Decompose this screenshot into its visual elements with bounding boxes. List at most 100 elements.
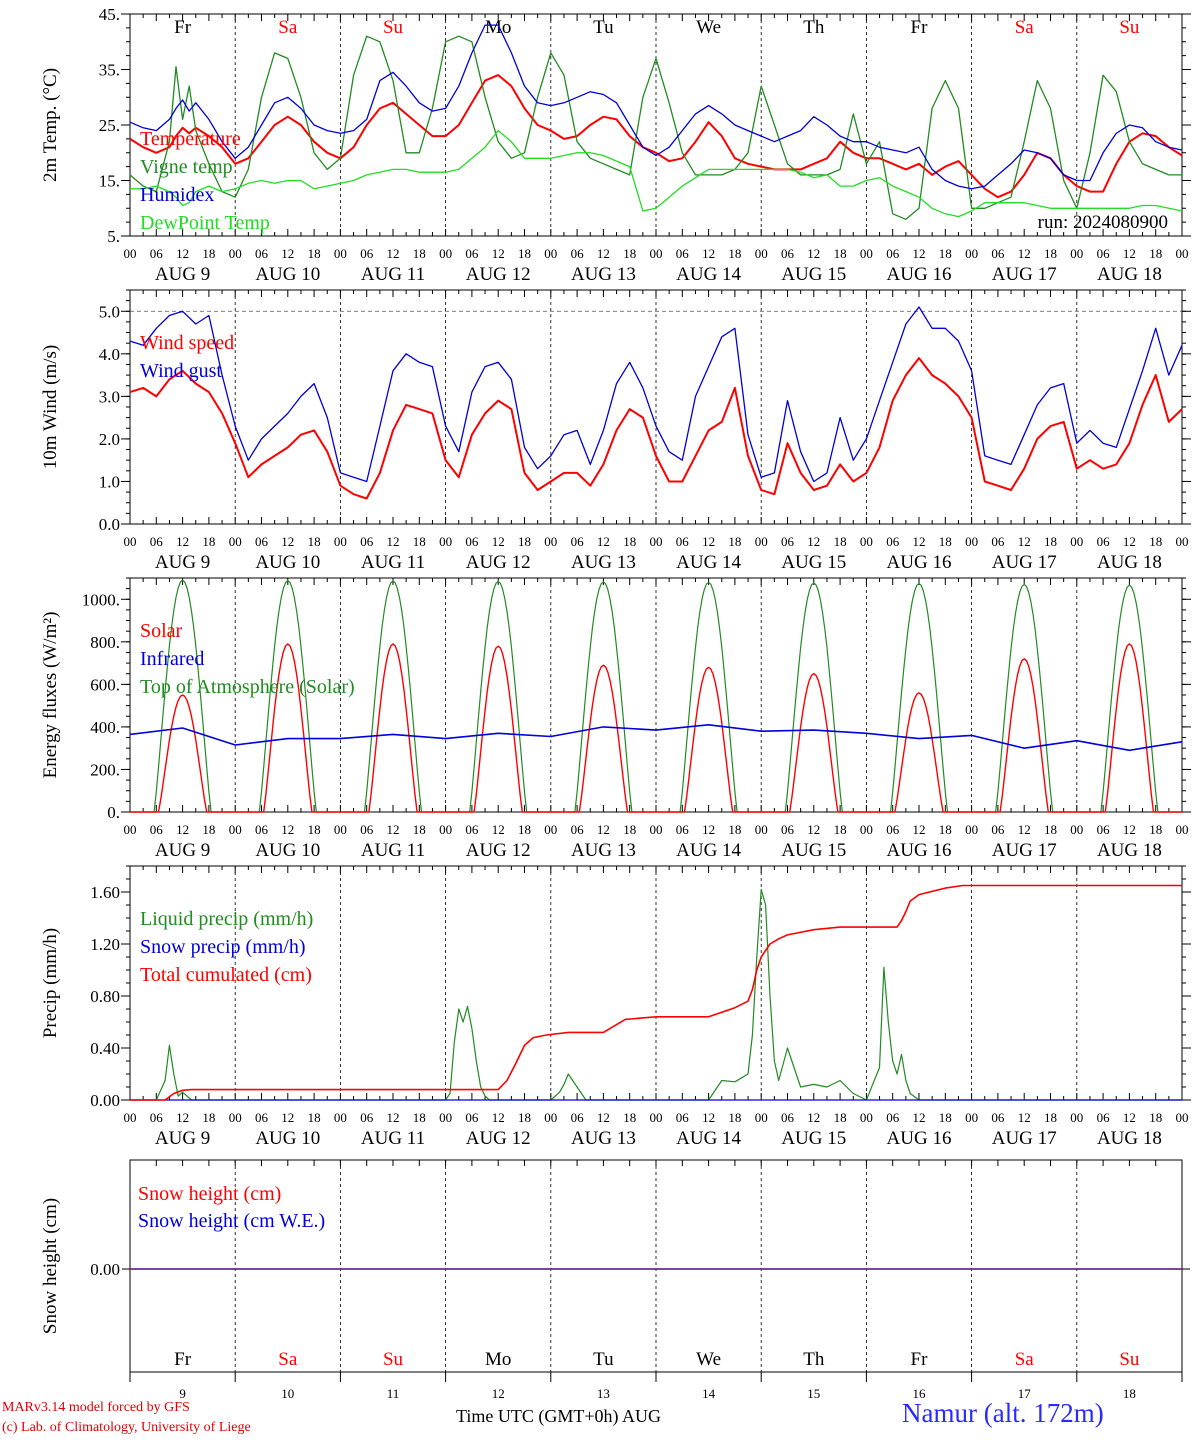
x-tick-label: 06 xyxy=(255,246,269,261)
date-label: AUG 14 xyxy=(676,1128,741,1149)
date-label: AUG 12 xyxy=(466,264,531,285)
date-label: AUG 18 xyxy=(1097,840,1162,861)
day-number: 10 xyxy=(281,1386,294,1401)
day-number: 14 xyxy=(702,1386,716,1401)
x-tick-label: 12 xyxy=(807,534,820,549)
wind-speedline xyxy=(129,357,1183,500)
legend-entry: Snow height (cm W.E.) xyxy=(138,1210,325,1232)
legend-entry: Wind gust xyxy=(140,360,222,382)
x-tick-label: 18 xyxy=(413,1110,426,1125)
weekday-label: Sa xyxy=(278,1349,298,1370)
date-label: AUG 18 xyxy=(1097,264,1162,285)
date-label: AUG 16 xyxy=(887,1128,952,1149)
y-tick-label: 1.20 xyxy=(90,935,120,954)
x-tick-label: 12 xyxy=(913,534,926,549)
x-tick-label: 06 xyxy=(886,1110,900,1125)
x-tick-label: 06 xyxy=(360,246,374,261)
date-label: AUG 9 xyxy=(155,552,210,573)
date-label: AUG 17 xyxy=(992,840,1057,861)
x-tick-label: 18 xyxy=(623,534,636,549)
y-axis-label: Energy fluxes (W/m²) xyxy=(40,612,61,779)
total-cumulated-cm-line xyxy=(130,884,1182,1101)
y-tick-label: 0.00 xyxy=(90,1260,120,1279)
x-tick-label: 00 xyxy=(860,1110,873,1125)
x-tick-label: 06 xyxy=(255,822,269,837)
x-tick-label: 06 xyxy=(1097,246,1111,261)
y-tick-label: 0. xyxy=(107,803,120,822)
weekday-label: Fr xyxy=(174,1349,192,1370)
x-tick-label: 00 xyxy=(650,822,663,837)
x-tick-label: 18 xyxy=(202,1110,215,1125)
y-tick-label: 0.00 xyxy=(90,1091,120,1110)
x-tick-label: 06 xyxy=(991,534,1005,549)
x-tick-label: 00 xyxy=(860,246,873,261)
x-tick-label: 00 xyxy=(1176,822,1189,837)
legend-entry: Top of Atmosphere (Solar) xyxy=(140,676,355,698)
x-tick-label: 12 xyxy=(807,822,820,837)
x-tick-label: 00 xyxy=(229,534,242,549)
date-label: AUG 9 xyxy=(155,1128,210,1149)
dewpoint-templine xyxy=(130,129,1183,218)
x-tick-label: 18 xyxy=(1149,246,1162,261)
x-tick-label: 12 xyxy=(1018,1110,1031,1125)
x-tick-label: 18 xyxy=(728,822,741,837)
x-tick-label: 00 xyxy=(124,822,137,837)
x-tick-label: 00 xyxy=(334,246,347,261)
date-label: AUG 10 xyxy=(255,264,320,285)
x-tick-label: 00 xyxy=(1176,246,1189,261)
x-tick-label: 12 xyxy=(597,822,610,837)
x-tick-label: 06 xyxy=(465,246,479,261)
x-tick-label: 18 xyxy=(518,246,531,261)
x-tick-label: 00 xyxy=(965,1110,978,1125)
legend-entry: Infrared xyxy=(140,648,204,670)
date-label: AUG 13 xyxy=(571,840,636,861)
weekday-label: Fr xyxy=(174,17,192,38)
x-tick-label: 00 xyxy=(860,822,873,837)
x-tick-label: 18 xyxy=(202,534,215,549)
wind-gustline xyxy=(129,306,1183,483)
legend-entry: Total cumulated (cm) xyxy=(140,964,312,986)
legend-entry: Snow precip (mm/h) xyxy=(140,936,306,958)
x-tick-label: 00 xyxy=(965,246,978,261)
date-label: AUG 14 xyxy=(676,264,741,285)
x-tick-label: 00 xyxy=(439,534,452,549)
x-tick-label: 18 xyxy=(834,822,847,837)
x-tick-label: 06 xyxy=(150,534,164,549)
legend-entry: Humidex xyxy=(140,184,214,206)
x-tick-label: 06 xyxy=(360,822,374,837)
date-label: AUG 16 xyxy=(887,264,952,285)
y-axis-label: Snow height (cm) xyxy=(40,1198,61,1334)
day-number: 15 xyxy=(807,1386,820,1401)
x-tick-label: 18 xyxy=(1149,822,1162,837)
x-tick-label: 18 xyxy=(728,246,741,261)
x-tick-label: 12 xyxy=(913,822,926,837)
x-tick-label: 00 xyxy=(860,534,873,549)
weekday-label: Tu xyxy=(593,1349,614,1370)
date-label: AUG 17 xyxy=(992,1128,1057,1149)
x-tick-label: 12 xyxy=(1018,534,1031,549)
x-axis-title-text: Time UTC (GMT+0h) xyxy=(456,1406,619,1426)
day-number: 12 xyxy=(492,1386,505,1401)
x-tick-label: 00 xyxy=(755,534,768,549)
weekday-label: Th xyxy=(803,1349,825,1370)
y-tick-label: 400. xyxy=(90,718,120,737)
x-tick-label: 18 xyxy=(1044,822,1057,837)
x-tick-label: 00 xyxy=(544,246,557,261)
x-tick-label: 00 xyxy=(1070,534,1083,549)
date-label: AUG 11 xyxy=(361,264,425,285)
x-tick-label: 00 xyxy=(124,534,137,549)
x-tick-label: 00 xyxy=(1070,246,1083,261)
x-tick-label: 00 xyxy=(544,1110,557,1125)
x-tick-label: 06 xyxy=(676,246,690,261)
weekday-label: Sa xyxy=(278,17,298,38)
date-label: AUG 9 xyxy=(155,840,210,861)
x-tick-label: 00 xyxy=(124,246,137,261)
x-tick-label: 18 xyxy=(728,534,741,549)
x-tick-label: 18 xyxy=(413,534,426,549)
y-tick-label: 2.0 xyxy=(99,430,120,449)
x-tick-label: 18 xyxy=(834,1110,847,1125)
x-tick-label: 06 xyxy=(571,1110,585,1125)
y-tick-label: 1.0 xyxy=(99,472,120,491)
date-label: AUG 12 xyxy=(466,552,531,573)
x-tick-label: 06 xyxy=(465,822,479,837)
